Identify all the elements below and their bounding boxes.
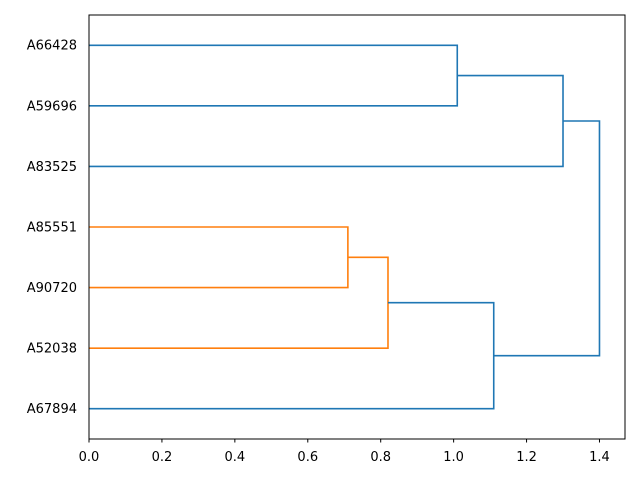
dendrogram-link <box>89 301 495 410</box>
dendrogram-link <box>493 120 601 357</box>
x-tick-label: 0.8 <box>370 450 391 465</box>
dendrogram-link <box>89 256 389 349</box>
dendrogram-link <box>89 226 349 289</box>
x-tick-label: 1.4 <box>589 450 610 465</box>
leaf-label: A66428 <box>27 39 77 54</box>
dendrogram-link <box>89 74 564 168</box>
leaf-label: A90720 <box>27 281 77 296</box>
dendrogram-link <box>89 44 459 107</box>
x-tick-label: 0.0 <box>79 450 100 465</box>
axes-spines <box>88 14 626 440</box>
leaf-label: A59696 <box>27 99 77 114</box>
x-axis: 0.0 0.2 0.4 0.6 0.8 1.0 1.2 1.4 <box>79 439 610 465</box>
x-tick-label: 0.4 <box>225 450 246 465</box>
x-tick-label: 0.2 <box>152 450 173 465</box>
leaf-label: A52038 <box>27 342 77 357</box>
leaf-label: A85551 <box>27 220 77 235</box>
leaf-label: A67894 <box>27 402 77 417</box>
plot-border <box>88 14 626 440</box>
x-tick-label: 1.0 <box>443 450 464 465</box>
leaf-label: A83525 <box>27 160 77 175</box>
y-axis-leaf-labels: A66428 A59696 A83525 A85551 A90720 A52038 A678… <box>27 39 77 417</box>
links-group <box>89 44 601 410</box>
x-tick-label: 1.2 <box>516 450 537 465</box>
x-tick-label: 0.6 <box>297 450 318 465</box>
